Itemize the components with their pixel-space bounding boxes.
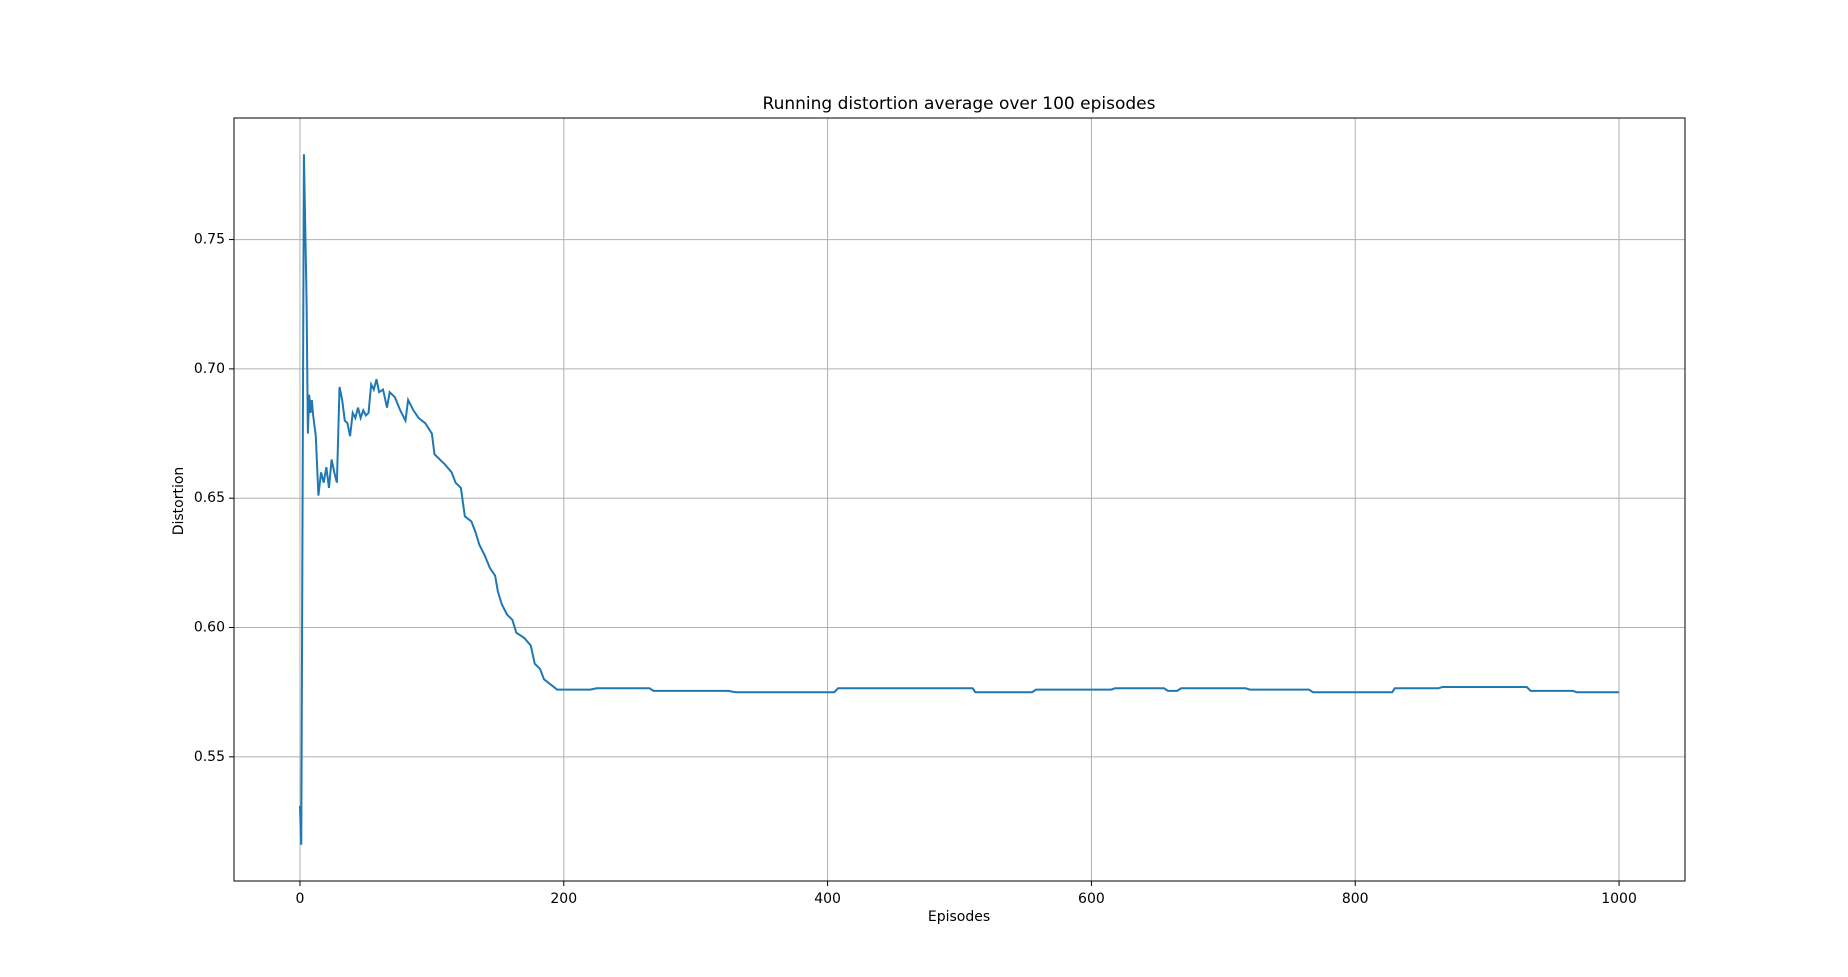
- chart-title: Running distortion average over 100 epis…: [763, 94, 1156, 114]
- y-tick-label: 0.60: [194, 620, 225, 636]
- x-tick-label: 400: [814, 891, 841, 907]
- y-tick-label: 0.55: [194, 749, 225, 765]
- y-tick-label: 0.75: [194, 232, 225, 248]
- x-tick-label: 600: [1078, 891, 1105, 907]
- y-axis-label: Distortion: [171, 467, 187, 536]
- x-tick-label: 1000: [1601, 891, 1637, 907]
- y-tick-label: 0.65: [194, 490, 225, 506]
- x-tick-label: 0: [295, 891, 304, 907]
- x-tick-label: 800: [1342, 891, 1369, 907]
- plot-frame: [233, 117, 1686, 882]
- x-axis-label: Episodes: [928, 909, 990, 925]
- x-tick-label: 200: [550, 891, 577, 907]
- y-tick-label: 0.70: [194, 361, 225, 377]
- data-line: [298, 154, 1620, 845]
